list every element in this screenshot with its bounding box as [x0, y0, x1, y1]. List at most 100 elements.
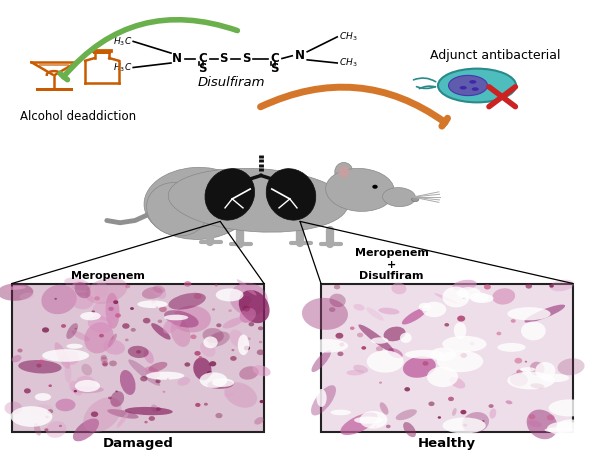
Text: Healthy: Healthy — [418, 437, 476, 450]
Ellipse shape — [527, 410, 557, 439]
Circle shape — [61, 324, 66, 328]
Circle shape — [38, 360, 44, 364]
Ellipse shape — [470, 292, 489, 302]
Ellipse shape — [103, 340, 125, 355]
Ellipse shape — [302, 298, 348, 330]
Ellipse shape — [449, 377, 465, 388]
Circle shape — [115, 391, 118, 392]
Ellipse shape — [405, 350, 445, 359]
Ellipse shape — [452, 280, 477, 291]
Ellipse shape — [128, 360, 160, 386]
Text: $CH_3$: $CH_3$ — [339, 57, 358, 69]
Circle shape — [460, 410, 466, 414]
Ellipse shape — [379, 308, 400, 315]
Ellipse shape — [335, 162, 353, 181]
Ellipse shape — [253, 365, 271, 376]
Circle shape — [194, 293, 202, 299]
Ellipse shape — [354, 417, 383, 424]
Ellipse shape — [95, 282, 108, 298]
Circle shape — [113, 300, 118, 304]
Circle shape — [184, 281, 191, 287]
Circle shape — [529, 414, 535, 419]
Ellipse shape — [442, 336, 487, 352]
Ellipse shape — [72, 282, 89, 296]
Ellipse shape — [528, 420, 542, 427]
Ellipse shape — [442, 287, 470, 307]
Circle shape — [101, 355, 107, 360]
Circle shape — [59, 425, 62, 427]
Circle shape — [156, 407, 161, 411]
Ellipse shape — [0, 284, 34, 301]
Circle shape — [145, 421, 148, 423]
Ellipse shape — [412, 197, 419, 202]
Circle shape — [549, 284, 554, 288]
Ellipse shape — [144, 167, 252, 239]
Text: C: C — [199, 52, 207, 65]
Circle shape — [428, 401, 434, 406]
Circle shape — [260, 400, 264, 403]
Ellipse shape — [92, 302, 118, 321]
Circle shape — [136, 350, 141, 354]
Ellipse shape — [4, 401, 22, 415]
Ellipse shape — [557, 358, 584, 375]
Circle shape — [460, 353, 467, 358]
Circle shape — [74, 390, 77, 392]
Circle shape — [100, 357, 107, 362]
Text: $H_3C$: $H_3C$ — [113, 35, 132, 48]
Circle shape — [248, 305, 252, 307]
FancyBboxPatch shape — [12, 284, 264, 432]
Ellipse shape — [75, 380, 100, 392]
Ellipse shape — [556, 419, 584, 437]
Circle shape — [337, 351, 343, 356]
Ellipse shape — [508, 307, 551, 320]
Circle shape — [166, 378, 169, 380]
Circle shape — [230, 356, 236, 361]
Text: S: S — [199, 62, 207, 75]
Ellipse shape — [493, 288, 515, 305]
Text: Damaged: Damaged — [103, 437, 173, 450]
Ellipse shape — [462, 412, 489, 433]
Ellipse shape — [472, 87, 479, 91]
Ellipse shape — [146, 183, 208, 236]
Ellipse shape — [164, 315, 188, 320]
Ellipse shape — [151, 405, 158, 412]
Ellipse shape — [208, 332, 230, 346]
Ellipse shape — [148, 362, 167, 372]
Circle shape — [244, 346, 250, 351]
Circle shape — [376, 346, 383, 351]
Circle shape — [379, 382, 382, 384]
Ellipse shape — [168, 168, 348, 232]
Ellipse shape — [41, 285, 77, 314]
Circle shape — [101, 361, 108, 366]
Circle shape — [151, 300, 155, 303]
Ellipse shape — [457, 287, 481, 299]
Circle shape — [45, 416, 49, 418]
Ellipse shape — [545, 427, 573, 433]
Ellipse shape — [367, 351, 404, 373]
Circle shape — [547, 414, 554, 420]
Ellipse shape — [443, 418, 486, 434]
Ellipse shape — [56, 399, 76, 411]
Circle shape — [143, 318, 151, 324]
Ellipse shape — [403, 422, 416, 437]
Ellipse shape — [80, 312, 101, 320]
Ellipse shape — [229, 329, 244, 347]
Ellipse shape — [524, 305, 565, 323]
Circle shape — [482, 420, 485, 422]
Circle shape — [496, 332, 502, 335]
Text: C: C — [271, 52, 279, 65]
Ellipse shape — [380, 402, 388, 415]
Ellipse shape — [230, 283, 268, 315]
Ellipse shape — [145, 366, 160, 378]
Ellipse shape — [383, 188, 415, 207]
Circle shape — [334, 284, 340, 289]
Ellipse shape — [469, 80, 476, 84]
Text: Meropenem
+
Disulfiram: Meropenem + Disulfiram — [355, 248, 428, 281]
Ellipse shape — [550, 279, 574, 291]
Ellipse shape — [452, 408, 457, 416]
Ellipse shape — [507, 372, 554, 389]
Circle shape — [163, 391, 166, 393]
Ellipse shape — [34, 423, 41, 436]
Circle shape — [91, 310, 95, 313]
Circle shape — [524, 361, 527, 363]
